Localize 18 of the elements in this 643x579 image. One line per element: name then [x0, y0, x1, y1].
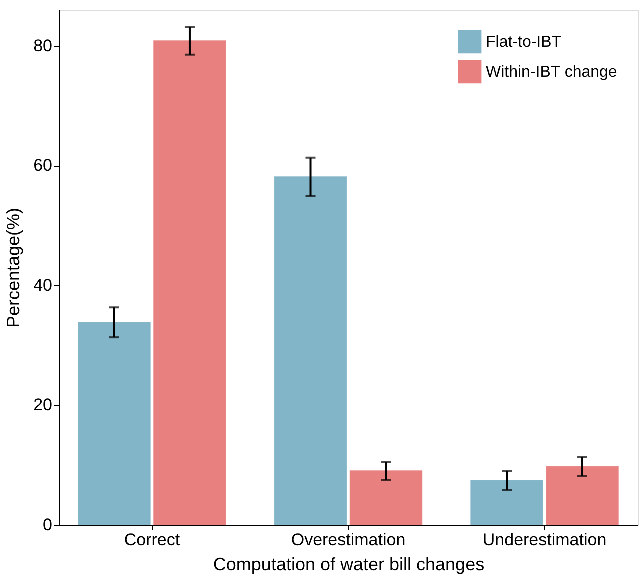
y-tick-label: 40	[34, 276, 52, 295]
x-tick-label: Correct	[124, 530, 180, 550]
x-tick-label: Overestimation	[291, 530, 406, 550]
x-axis-title: Computation of water bill changes	[213, 554, 485, 574]
bar	[350, 470, 423, 526]
bar	[546, 466, 619, 526]
y-tick-label: 0	[43, 516, 52, 534]
bar	[274, 176, 348, 526]
bar	[470, 480, 544, 526]
bar	[154, 40, 226, 526]
y-tick-label: 20	[34, 396, 52, 415]
y-tick-label: 60	[34, 156, 52, 176]
x-tick-label: Underestimation	[482, 530, 607, 550]
y-axis-title: Percentage(%)	[4, 208, 24, 328]
legend-label: Within-IBT change	[486, 64, 618, 81]
legend-label: Flat-to-IBT	[486, 34, 562, 51]
y-tick-label: 80	[34, 36, 52, 56]
bar	[78, 322, 151, 526]
